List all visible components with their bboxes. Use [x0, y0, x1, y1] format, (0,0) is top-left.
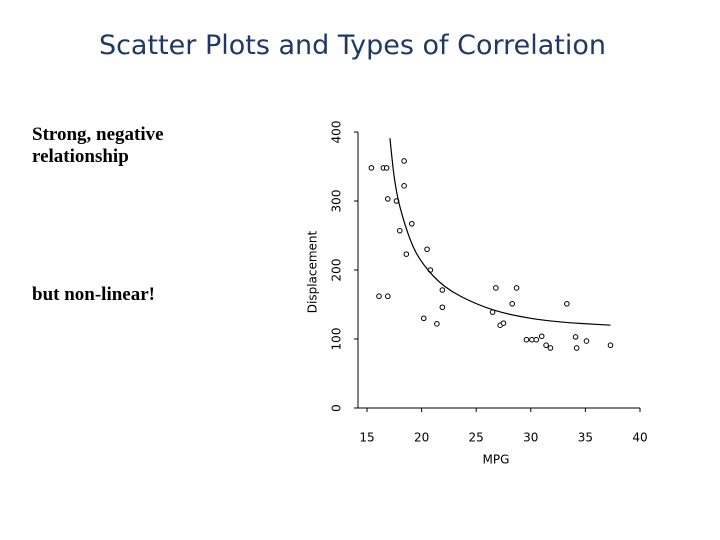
point [401, 158, 407, 164]
point [384, 293, 391, 300]
fit-curve [389, 138, 611, 326]
x-tick-label: 35 [578, 431, 593, 445]
point [401, 183, 407, 189]
y-tick-label: 0 [330, 404, 344, 412]
point [396, 227, 403, 234]
y-tick-label: 400 [330, 121, 344, 144]
point [538, 333, 545, 340]
note: but non-linear! [32, 284, 155, 305]
y-tick-label: 100 [330, 328, 344, 351]
point [533, 336, 540, 343]
point [500, 320, 507, 326]
point [509, 301, 516, 307]
x-axis-label: MPG [483, 453, 510, 467]
point [583, 338, 590, 344]
point [403, 251, 410, 257]
point [564, 301, 570, 307]
point [513, 285, 520, 291]
point [434, 321, 440, 327]
point [384, 196, 391, 202]
y-tick-label: 200 [330, 259, 344, 282]
point [408, 220, 415, 227]
point [368, 165, 375, 171]
x-tick-label: 20 [414, 431, 429, 445]
point [493, 285, 499, 291]
note: Strong, negative relationship [32, 124, 164, 167]
slide-title: Scatter Plots and Types of Correlation [98, 30, 607, 61]
x-tick-label: 40 [632, 431, 647, 445]
point [383, 165, 390, 171]
point [543, 342, 549, 349]
point [439, 304, 446, 311]
x-tick-label: 25 [469, 431, 484, 445]
point [376, 293, 382, 300]
point [439, 287, 446, 293]
x-tick-label: 30 [523, 431, 538, 445]
point [523, 336, 530, 343]
point [607, 342, 614, 349]
point [573, 345, 580, 351]
point [424, 246, 430, 253]
y-axis-label: Displacement [306, 230, 320, 313]
point [547, 345, 554, 351]
point [420, 315, 427, 322]
x-tick-label: 15 [359, 431, 374, 445]
point [572, 334, 579, 340]
y-tick-label: 300 [330, 190, 344, 213]
